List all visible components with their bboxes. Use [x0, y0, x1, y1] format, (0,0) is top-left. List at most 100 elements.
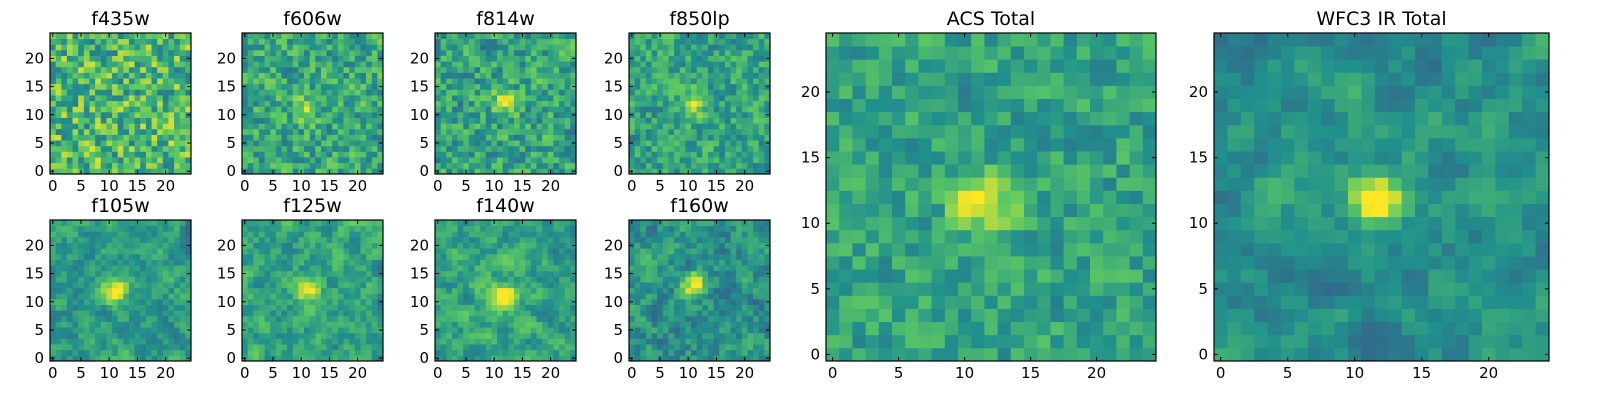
- heatmap-cell: [707, 349, 714, 356]
- heatmap-cell: [320, 49, 327, 56]
- heatmap-cell: [128, 242, 135, 249]
- heatmap-cell: [497, 55, 504, 62]
- heatmap-cell: [536, 123, 543, 130]
- heatmap-cell: [179, 287, 186, 294]
- heatmap-cell: [764, 33, 771, 40]
- heatmap-cell: [440, 66, 447, 73]
- heatmap-cell: [468, 349, 475, 356]
- heatmap-cell: [747, 327, 754, 334]
- heatmap-cell: [530, 72, 537, 79]
- heatmap-cell: [83, 151, 90, 158]
- heatmap-cell: [83, 83, 90, 90]
- heatmap-cell: [83, 248, 90, 255]
- heatmap-cell: [377, 134, 384, 141]
- heatmap-cell: [332, 111, 339, 118]
- heatmap-cell: [480, 162, 487, 169]
- heatmap-cell: [185, 162, 192, 169]
- heatmap-cell: [270, 83, 277, 90]
- heatmap-cell: [553, 315, 560, 322]
- heatmap-cell: [128, 236, 135, 243]
- heatmap-cell: [349, 168, 356, 175]
- heatmap-cell: [349, 95, 356, 102]
- heatmap-cell: [446, 78, 453, 85]
- heatmap-cell: [112, 355, 119, 362]
- heatmap-cell: [151, 236, 158, 243]
- heatmap-cell: [89, 123, 96, 130]
- heatmap-cell: [508, 55, 515, 62]
- heatmap-cell: [332, 72, 339, 79]
- heatmap-cell: [162, 259, 169, 266]
- heatmap-cell: [174, 304, 181, 311]
- heatmap-cell: [485, 293, 492, 300]
- heatmap-cell: [451, 344, 458, 351]
- heatmap-cell: [530, 55, 537, 62]
- heatmap-cell: [140, 38, 147, 45]
- heatmap-cell: [691, 128, 698, 135]
- heatmap-cell: [491, 276, 498, 283]
- heatmap-cell: [457, 321, 464, 328]
- heatmap-cell: [657, 100, 664, 107]
- heatmap-cell: [174, 332, 181, 339]
- heatmap-cell: [174, 123, 181, 130]
- heatmap-cell: [332, 315, 339, 322]
- heatmap-cell: [377, 78, 384, 85]
- heatmap-cell: [61, 236, 68, 243]
- heatmap-cell: [758, 38, 765, 45]
- heatmap-cell: [309, 61, 316, 68]
- heatmap-cell: [354, 327, 361, 334]
- heatmap-cell: [337, 123, 344, 130]
- heatmap-cell: [741, 38, 748, 45]
- heatmap-cell: [128, 355, 135, 362]
- heatmap-cell: [502, 349, 509, 356]
- heatmap-cell: [354, 162, 361, 169]
- heatmap-cell: [674, 55, 681, 62]
- heatmap-cell: [480, 236, 487, 243]
- heatmap-cell: [123, 162, 130, 169]
- heatmap-cell: [242, 225, 249, 232]
- y-tick-label: 20: [217, 49, 236, 67]
- heatmap-cell: [719, 89, 726, 96]
- heatmap-cell: [485, 236, 492, 243]
- heatmap-cell: [377, 128, 384, 135]
- heatmap-cell: [343, 236, 350, 243]
- heatmap-cell: [662, 111, 669, 118]
- heatmap-cell: [446, 49, 453, 56]
- heatmap-cell: [702, 38, 709, 45]
- heatmap-cell: [468, 33, 475, 40]
- heatmap-cell: [157, 293, 164, 300]
- heatmap-cell: [480, 327, 487, 334]
- heatmap-cell: [366, 66, 373, 73]
- heatmap-cell: [640, 310, 647, 317]
- heatmap-cell: [634, 100, 641, 107]
- heatmap-cell: [298, 61, 305, 68]
- heatmap-cell: [304, 66, 311, 73]
- heatmap-cell: [707, 157, 714, 164]
- heatmap-cell: [485, 106, 492, 113]
- heatmap-cell: [292, 315, 299, 322]
- heatmap-cell: [474, 327, 481, 334]
- heatmap-cell: [287, 61, 294, 68]
- heatmap-cell: [570, 66, 577, 73]
- heatmap-cell: [480, 38, 487, 45]
- heatmap-cell: [719, 111, 726, 118]
- heatmap-cell: [525, 134, 532, 141]
- heatmap-cell: [320, 61, 327, 68]
- heatmap-cell: [315, 78, 322, 85]
- heatmap-cell: [457, 242, 464, 249]
- heatmap-cell: [366, 55, 373, 62]
- heatmap-cell: [371, 287, 378, 294]
- heatmap-cell: [349, 253, 356, 260]
- heatmap-cell: [480, 123, 487, 130]
- heatmap-cell: [95, 225, 102, 232]
- heatmap-cell: [553, 242, 560, 249]
- heatmap-cell: [457, 344, 464, 351]
- heatmap-cell: [371, 248, 378, 255]
- heatmap-cell: [485, 327, 492, 334]
- heatmap-cell: [55, 117, 62, 124]
- heatmap-cell: [83, 123, 90, 130]
- heatmap-cell: [508, 327, 515, 334]
- heatmap-cell: [168, 236, 175, 243]
- heatmap-cell: [371, 55, 378, 62]
- heatmap-cell: [253, 253, 260, 260]
- heatmap-cell: [298, 123, 305, 130]
